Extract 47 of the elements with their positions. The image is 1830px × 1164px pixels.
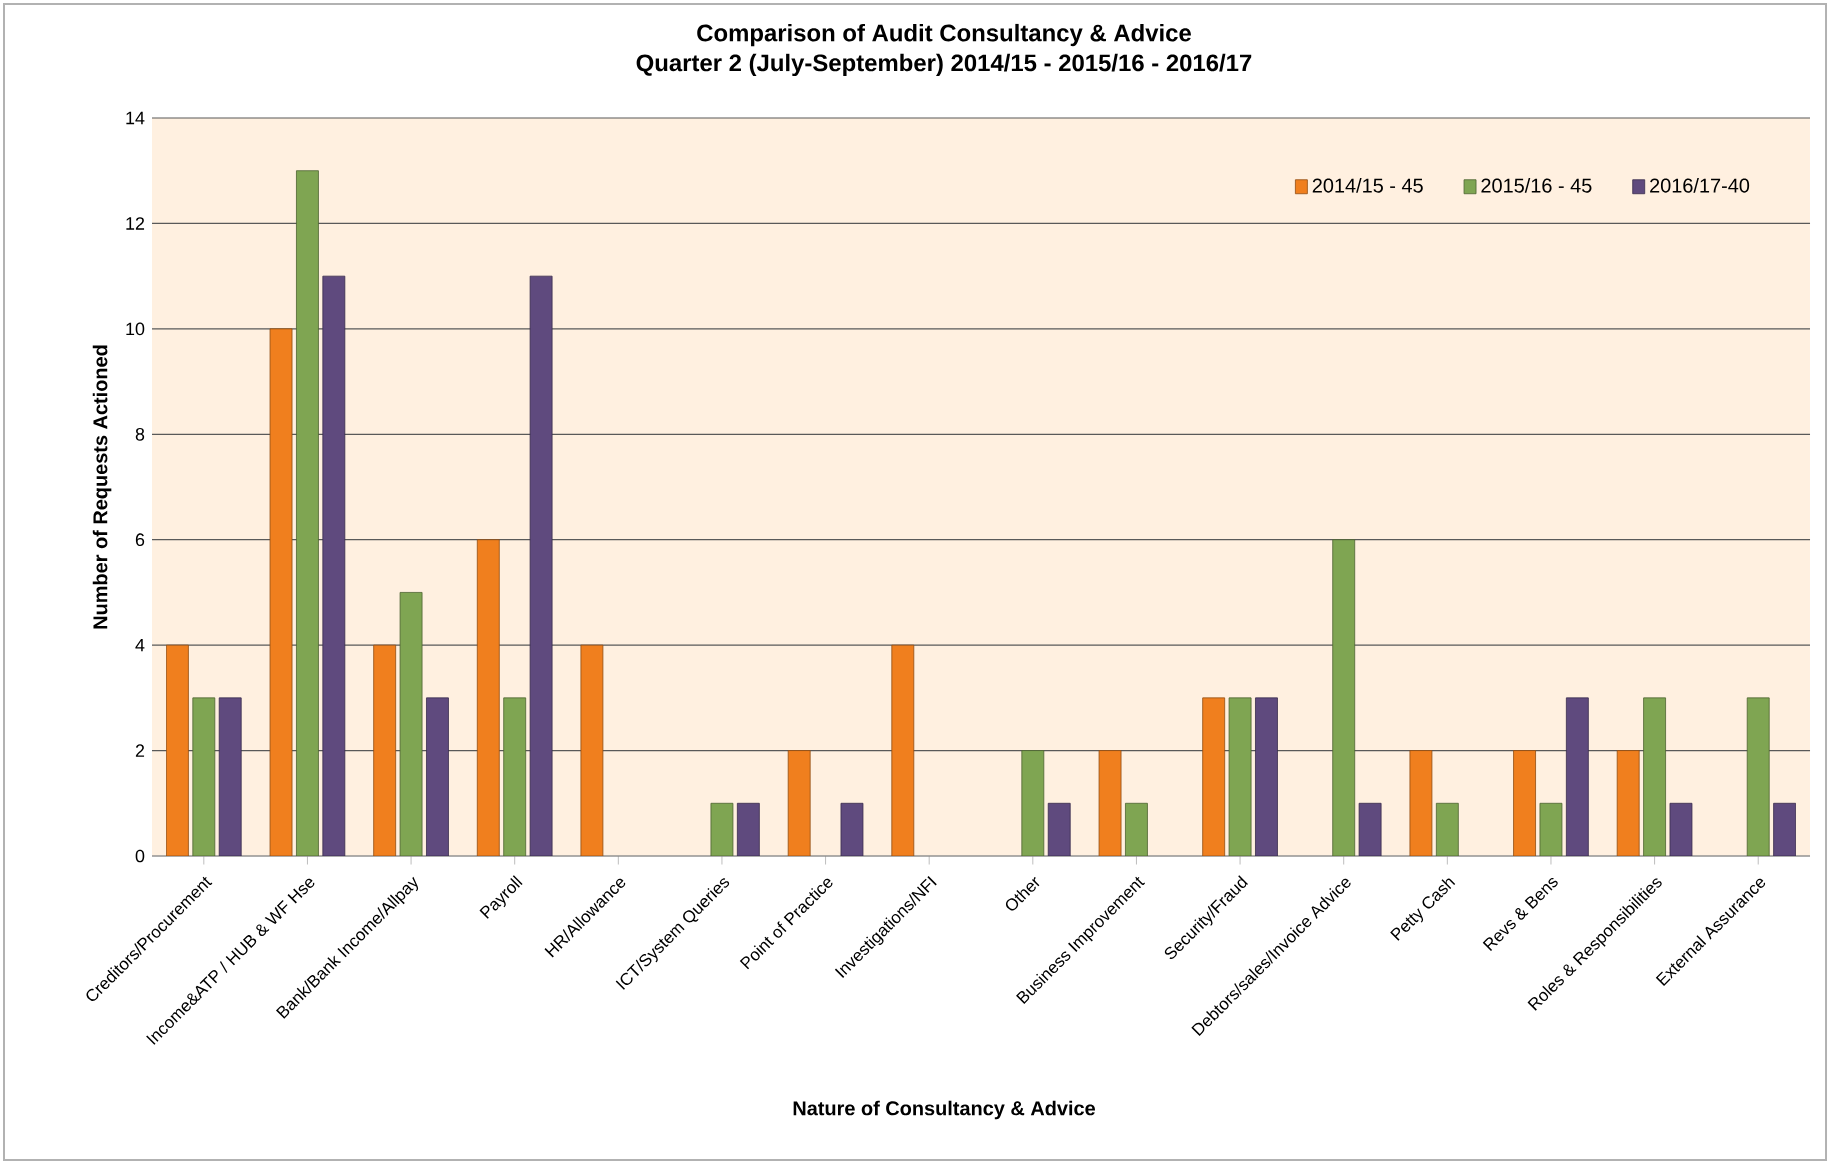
- bar: [296, 170, 319, 856]
- y-tick-label: 12: [126, 217, 145, 230]
- bar: [1616, 750, 1640, 856]
- y-tick-label: 4: [135, 638, 145, 652]
- y-tick-label: 14: [126, 111, 145, 125]
- legend-label: 2016/17-40: [1650, 178, 1750, 193]
- x-axis-title: Nature of Consultancy & Advice: [793, 1100, 1095, 1120]
- bar: [426, 697, 449, 856]
- bar: [891, 644, 915, 856]
- y-tick-label: 2: [135, 744, 145, 757]
- y-tick-label: 8: [135, 427, 145, 441]
- y-tick-label: 0: [135, 849, 145, 863]
- bar: [1021, 750, 1045, 856]
- bar: [1125, 802, 1148, 856]
- bar: [1773, 802, 1796, 856]
- legend-label: 2015/16 - 45: [1481, 178, 1592, 193]
- y-tick-label: 10: [126, 322, 145, 336]
- bar: [1746, 697, 1770, 856]
- chart-title: Comparison of Audit Consultancy & Advice: [697, 23, 1191, 47]
- bar: [399, 592, 423, 856]
- bar: [736, 802, 760, 856]
- bar: [322, 275, 346, 856]
- bar: [1202, 697, 1226, 856]
- bar: [192, 697, 216, 856]
- y-tick-label: 6: [135, 533, 145, 547]
- bar: [1098, 750, 1122, 856]
- bar: [1513, 750, 1536, 856]
- bar: [580, 644, 604, 856]
- bar: [787, 750, 811, 856]
- bar: [218, 697, 242, 856]
- bar: [1228, 697, 1252, 856]
- bar: [529, 275, 553, 856]
- bar: [1565, 697, 1589, 856]
- bar: [1255, 697, 1278, 856]
- bar: [1643, 697, 1666, 856]
- bar: [476, 539, 500, 856]
- chart-subtitle: Quarter 2 (July-September) 2014/15 - 2015/16 - 2016/17: [636, 53, 1252, 77]
- bar: [503, 697, 527, 856]
- bar: [1435, 802, 1459, 856]
- bar: [1409, 750, 1433, 856]
- bar: [1332, 539, 1356, 856]
- legend-label: 2014/15 - 45: [1312, 178, 1423, 193]
- y-axis-title: Number of Requests Actioned: [92, 345, 112, 629]
- bar: [1047, 802, 1071, 856]
- bar: [269, 328, 293, 856]
- bar: [166, 644, 189, 856]
- bar: [373, 644, 397, 856]
